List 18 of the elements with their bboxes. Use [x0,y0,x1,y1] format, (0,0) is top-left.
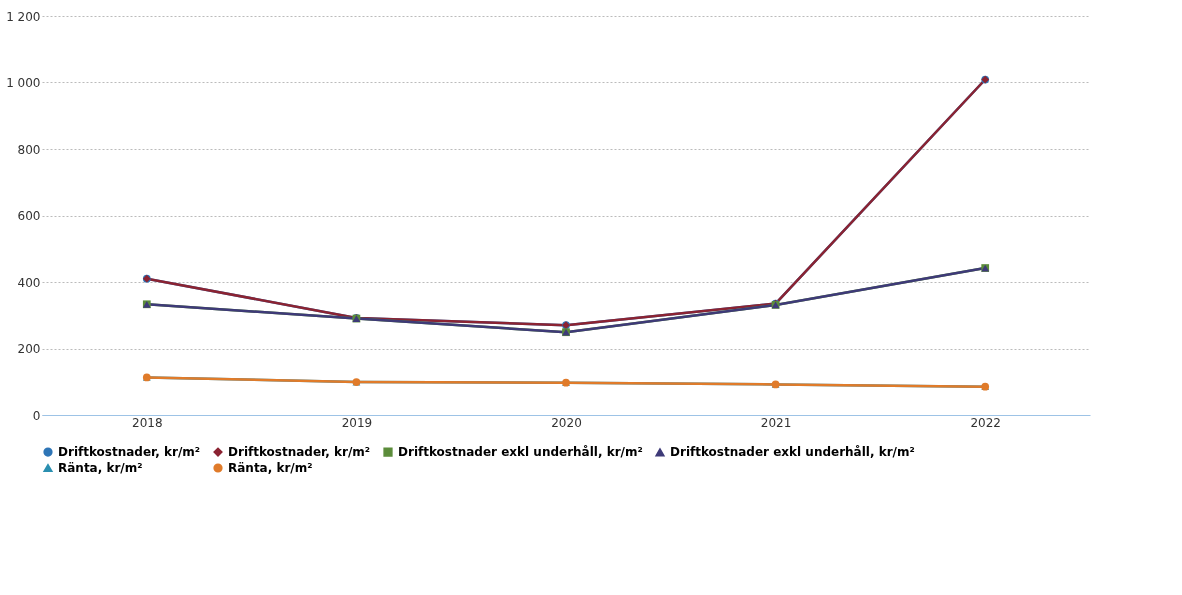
x-tick-label: 2021 [760,415,792,430]
legend-label: Driftkostnader exkl underhåll, kr/m² [670,445,915,460]
legend-label: Ränta, kr/m² [228,461,313,475]
legend-label: Ränta, kr/m² [58,461,143,475]
y-tick-label: 1 200 [6,9,41,24]
y-tick-label: 800 [17,142,41,157]
x-tick-label: 2020 [551,415,582,430]
y-tick-label: 400 [17,275,41,290]
x-tick-label: 2019 [341,415,373,430]
x-tick-label: 2022 [970,415,1001,430]
y-tick-label: 1 000 [6,76,41,90]
y-tick-label: 200 [17,342,41,356]
legend-label: Driftkostnader exkl underhåll, kr/m² [398,445,643,460]
x-tick-label: 2018 [132,415,163,430]
y-tick-label: 600 [17,209,41,223]
legend-label: Driftkostnader, kr/m² [228,445,371,460]
legend-label: Driftkostnader, kr/m² [58,445,201,460]
y-tick-label: 0 [32,408,41,423]
